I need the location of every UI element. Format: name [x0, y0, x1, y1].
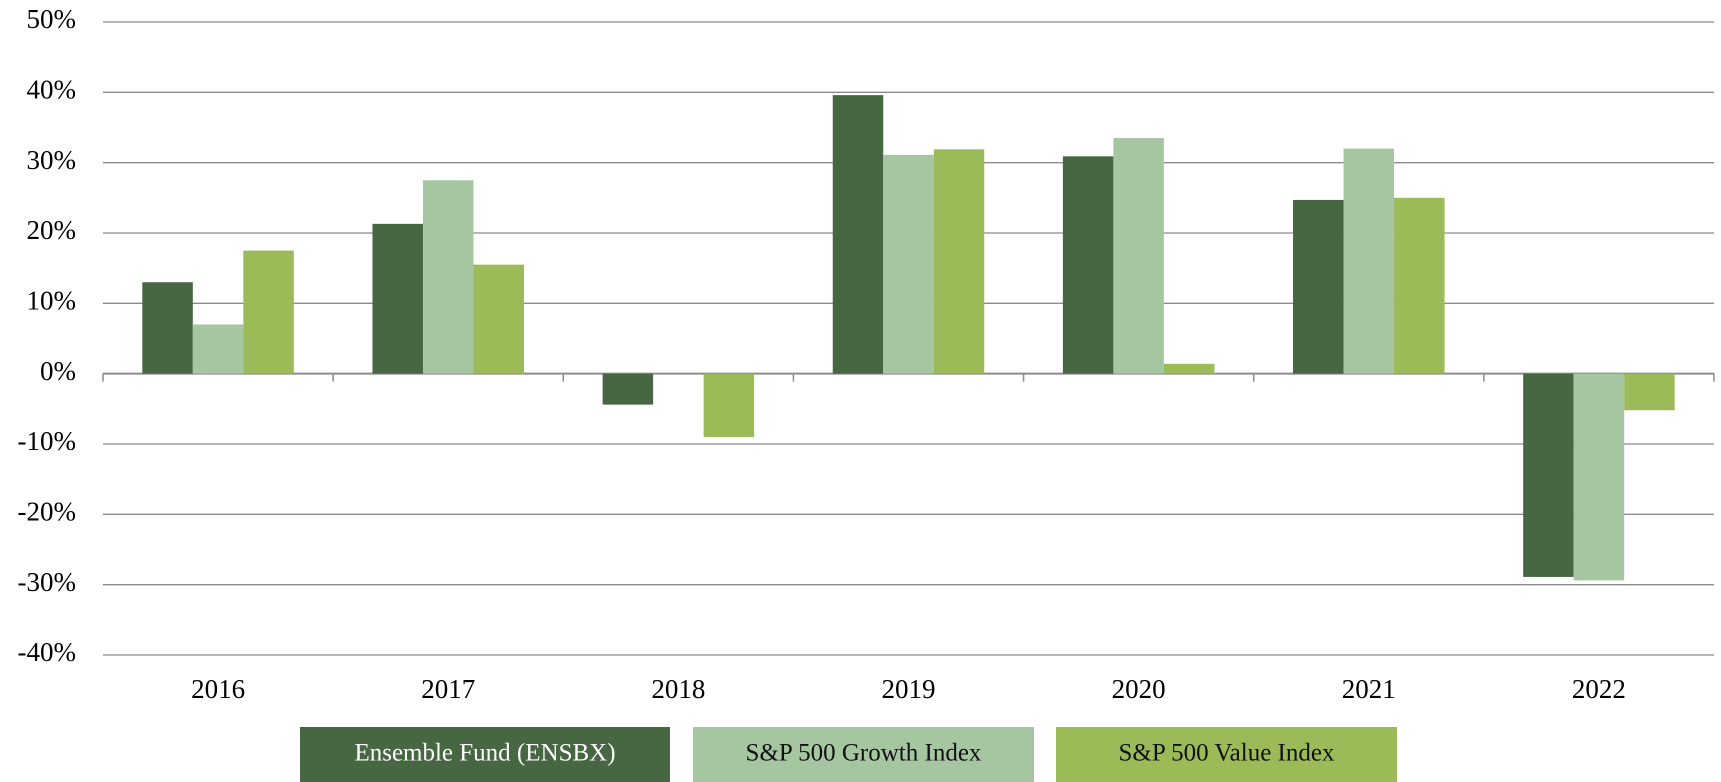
bar [1573, 373, 1625, 581]
legend-label: S&P 500 Growth Index [746, 740, 982, 767]
bar [1394, 197, 1445, 374]
bar [1523, 373, 1574, 577]
legend-label: S&P 500 Value Index [1119, 740, 1335, 767]
bar [372, 223, 423, 374]
bar [1062, 156, 1114, 374]
y-tick-label: -20% [18, 497, 76, 527]
y-tick-label: 30% [27, 145, 77, 175]
y-tick-label: 0% [40, 356, 76, 386]
y-tick-label: -30% [18, 567, 76, 597]
x-tick-label: 2020 [1112, 674, 1166, 704]
bar [1624, 373, 1675, 411]
legend-label: Ensemble Fund (ENSBX) [354, 740, 615, 767]
bar [1113, 138, 1164, 374]
bar [243, 250, 294, 374]
x-tick-label: 2021 [1342, 674, 1396, 704]
bar [192, 324, 244, 374]
y-tick-label: -40% [18, 637, 76, 667]
bar [1163, 363, 1215, 374]
bar [883, 154, 934, 374]
bar [832, 95, 884, 374]
legend-swatch [693, 727, 1034, 782]
legend-swatch [1056, 727, 1397, 782]
bar [703, 373, 755, 437]
x-tick-label: 2019 [882, 674, 936, 704]
bar [933, 149, 985, 374]
y-tick-label: 20% [27, 215, 77, 245]
x-tick-label: 2017 [421, 674, 475, 704]
bar [1343, 148, 1395, 374]
bar [602, 373, 654, 405]
y-tick-label: 10% [27, 286, 77, 316]
y-tick-label: 40% [27, 75, 77, 105]
bar [473, 264, 524, 374]
y-tick-label: 50% [27, 4, 77, 34]
bar [422, 180, 474, 374]
legend-swatch [300, 727, 670, 782]
bar [1293, 199, 1344, 374]
x-tick-label: 2016 [191, 674, 245, 704]
y-tick-label: -10% [18, 426, 76, 456]
x-tick-label: 2022 [1572, 674, 1626, 704]
x-tick-label: 2018 [651, 674, 705, 704]
bar [142, 282, 193, 374]
